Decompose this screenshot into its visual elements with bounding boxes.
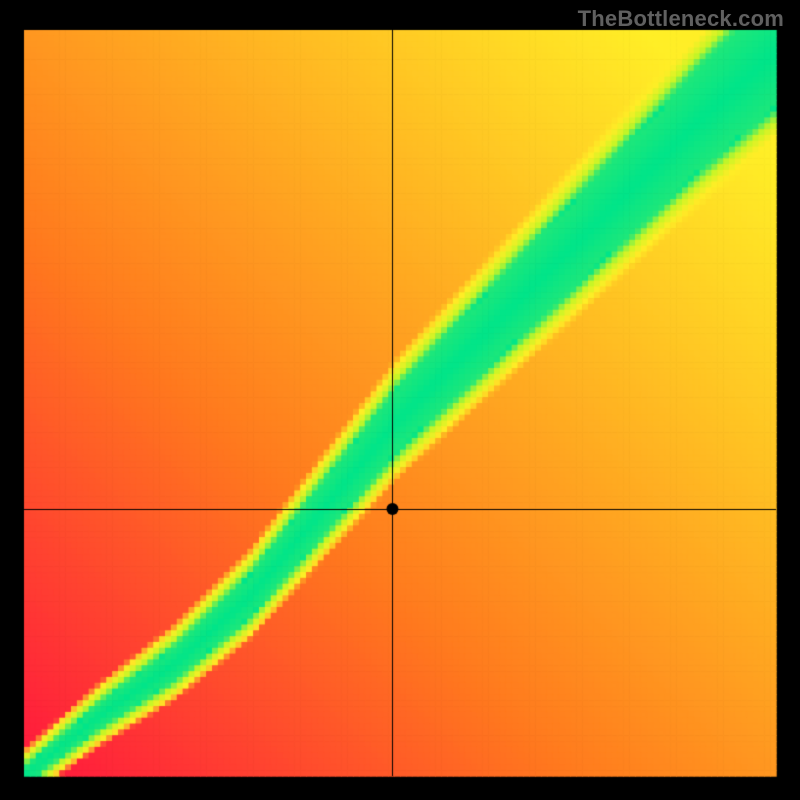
chart-container: TheBottleneck.com bbox=[0, 0, 800, 800]
watermark-text: TheBottleneck.com bbox=[578, 6, 784, 32]
heatmap-canvas bbox=[0, 0, 800, 800]
